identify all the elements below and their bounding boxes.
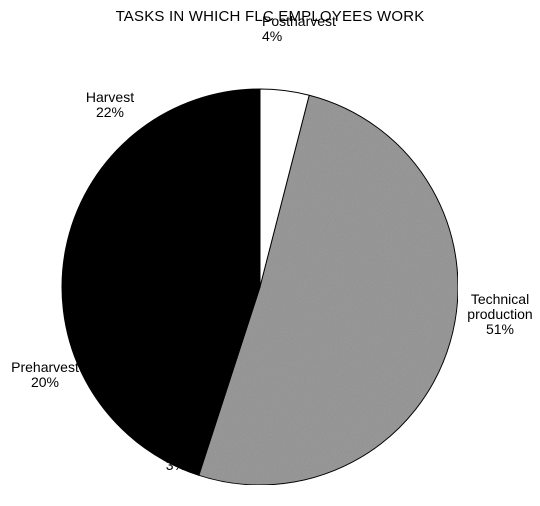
pie-slice: [61, 249, 261, 462]
slice-label: Harvest 22%: [70, 90, 150, 120]
slice-label: Other 3%: [126, 443, 186, 473]
pie-slice: [64, 88, 261, 288]
pie-slice: [198, 94, 459, 486]
slice-label: Preharvest 20%: [0, 360, 90, 390]
slice-name: Technical production: [467, 291, 533, 322]
slice-value: 20%: [30, 374, 60, 390]
slice-value: 51%: [485, 321, 515, 337]
chart-title: TASKS IN WHICH FLC EMPLOYEES WORK: [115, 8, 425, 25]
slice-value: 22%: [95, 104, 125, 120]
slice-name: Postharvest: [262, 13, 336, 29]
slice-name: Harvest: [85, 89, 135, 105]
slice-value: 4%: [262, 28, 283, 44]
slice-label: Postharvest 4%: [262, 14, 336, 44]
slice-value: 3%: [165, 457, 186, 473]
slice-name: Preharvest: [11, 359, 79, 375]
slice-name: Other: [150, 442, 186, 458]
slice-label: Technical production 51%: [450, 292, 540, 337]
